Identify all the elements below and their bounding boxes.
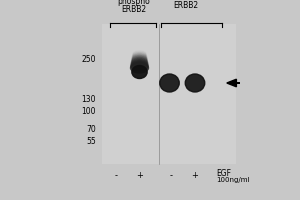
Text: 100: 100 (82, 107, 96, 116)
Ellipse shape (132, 54, 147, 61)
FancyArrow shape (227, 79, 240, 87)
Ellipse shape (131, 62, 148, 71)
Ellipse shape (131, 61, 148, 70)
Text: 250: 250 (82, 54, 96, 64)
Text: -: - (115, 171, 118, 180)
Ellipse shape (185, 74, 205, 92)
Text: +: + (136, 171, 143, 180)
Bar (102, 24, 159, 164)
Ellipse shape (131, 59, 148, 68)
Bar (102, 24, 236, 164)
Text: 55: 55 (86, 138, 96, 146)
Ellipse shape (132, 56, 147, 63)
Text: +: + (191, 171, 198, 180)
Text: 130: 130 (82, 95, 96, 104)
Ellipse shape (133, 52, 146, 58)
Ellipse shape (130, 63, 148, 73)
Text: 70: 70 (86, 126, 96, 134)
Text: -: - (169, 171, 172, 180)
Ellipse shape (131, 58, 148, 66)
Ellipse shape (133, 53, 146, 60)
Text: phospho: phospho (117, 0, 150, 6)
Ellipse shape (132, 66, 147, 79)
Text: ERBB2: ERBB2 (173, 1, 199, 10)
Text: ERBB2: ERBB2 (121, 5, 146, 14)
Ellipse shape (132, 57, 147, 65)
Ellipse shape (160, 74, 179, 92)
Text: EGF: EGF (216, 168, 231, 178)
Text: 100ng/ml: 100ng/ml (216, 177, 250, 183)
Bar (159, 24, 236, 164)
